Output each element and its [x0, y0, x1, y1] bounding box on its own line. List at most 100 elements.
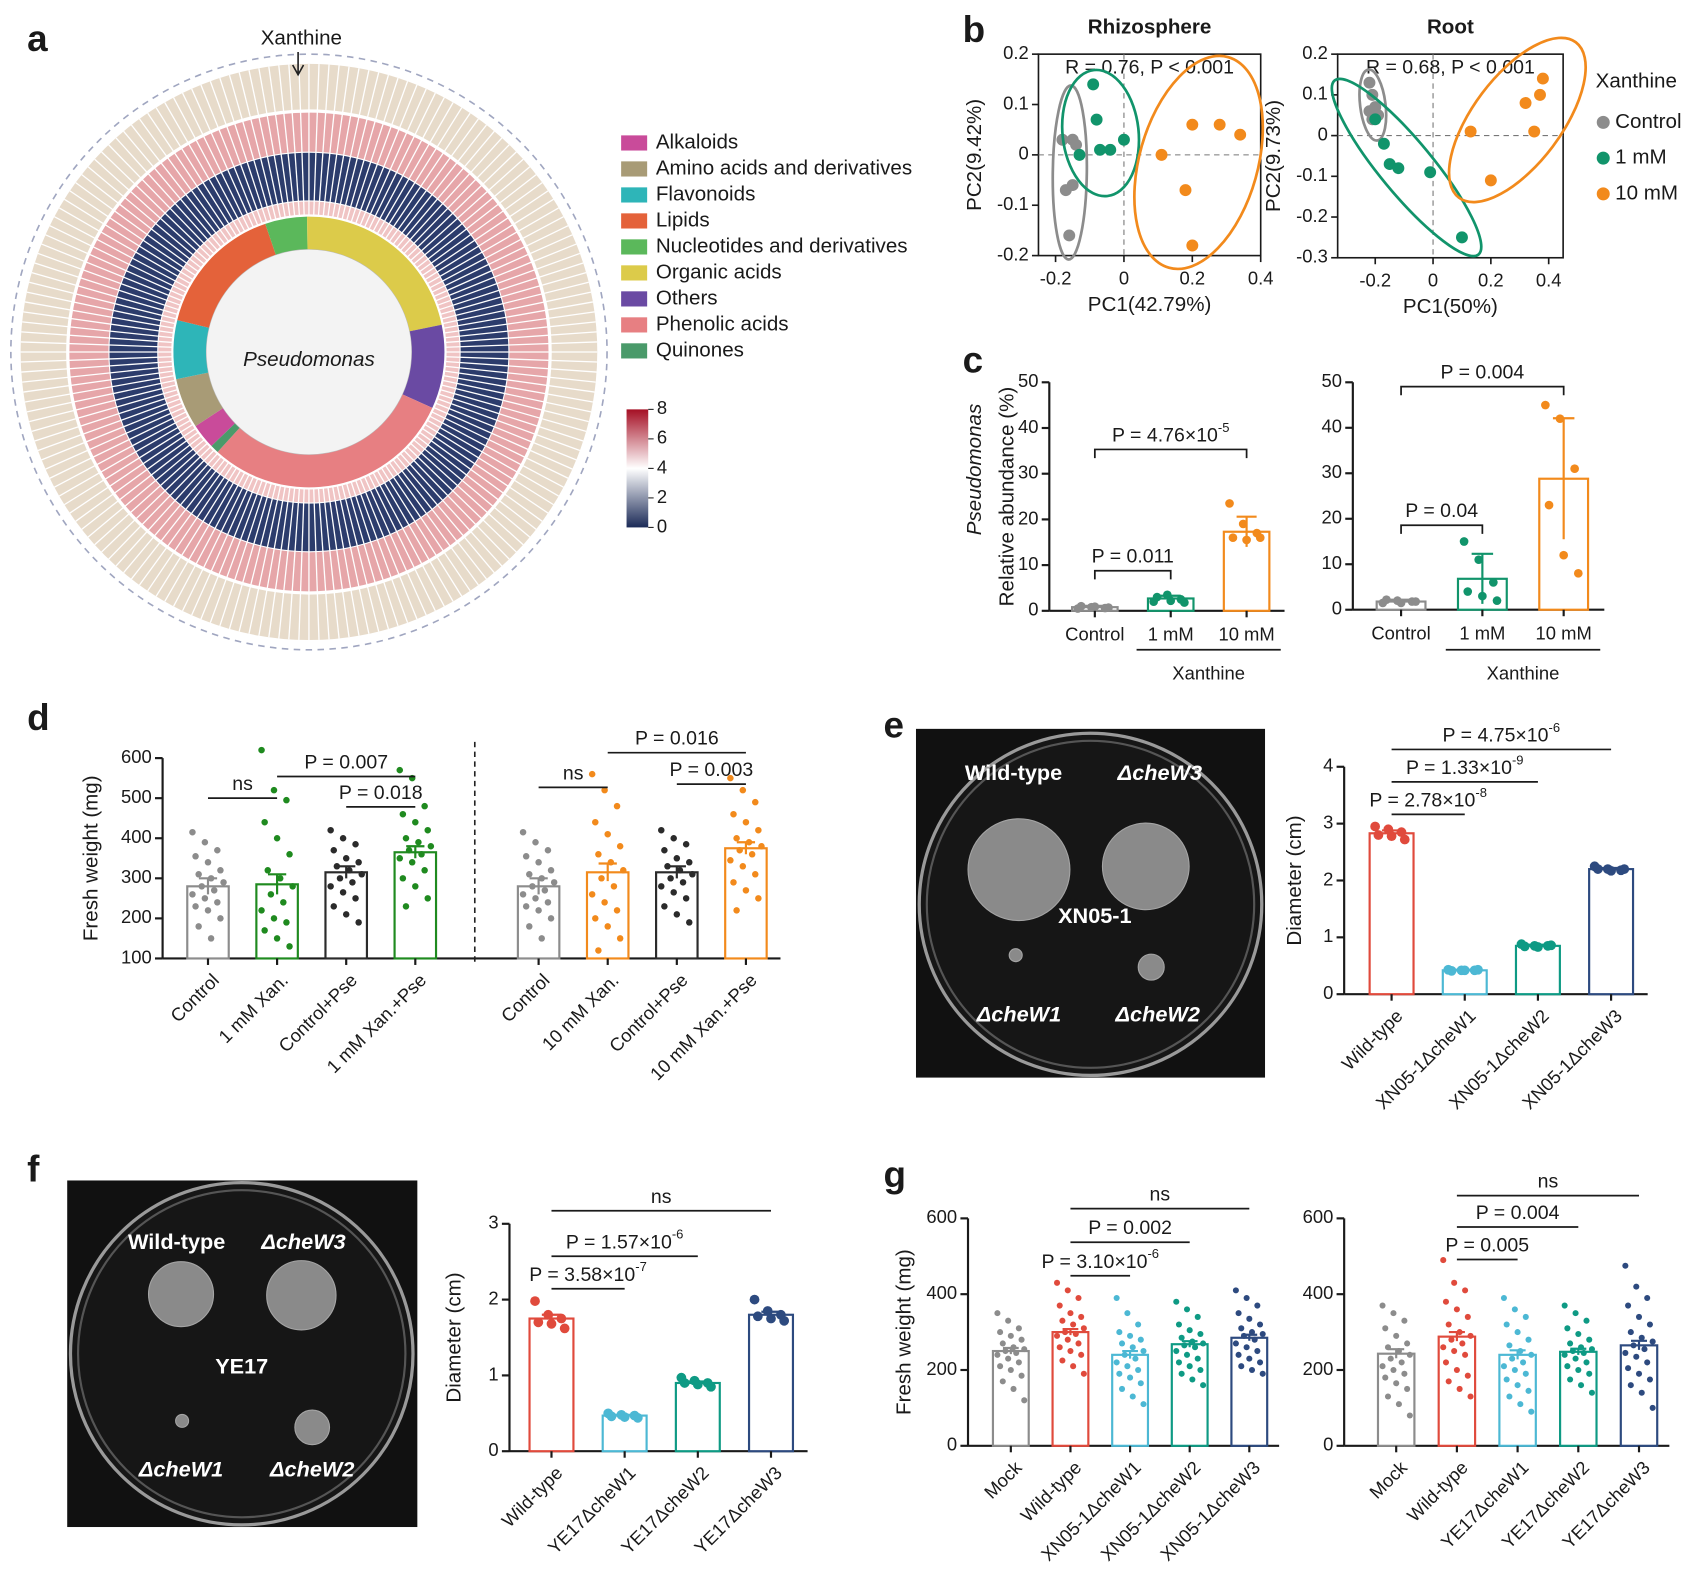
cell-divider: [359, 84, 418, 226]
center-label: Pseudomonas: [243, 348, 375, 371]
x-tick-label: Wild-type: [497, 1462, 566, 1531]
legend-label: Lipids: [656, 208, 710, 231]
cell-divider: [258, 68, 286, 218]
significance-label: P = 4.76×10-5: [1112, 420, 1230, 446]
data-point: [195, 923, 202, 930]
data-point: [355, 919, 362, 926]
error-bar: [1390, 598, 1412, 604]
data-point: [1238, 1325, 1245, 1332]
cell-divider: [433, 406, 573, 470]
panel-label: d: [27, 697, 50, 738]
cell-divider: [31, 388, 178, 433]
error-bar: [529, 877, 548, 895]
y-tick-label: 30: [1321, 461, 1341, 482]
data-point: [1462, 1351, 1469, 1358]
y-tick-label: 600: [926, 1206, 957, 1227]
cell-divider: [444, 370, 595, 393]
x-tick-label: Control: [497, 969, 554, 1026]
data-point: [1644, 1359, 1651, 1366]
data-point: [616, 935, 624, 942]
data-point: [1544, 500, 1554, 510]
data-point: [1005, 1317, 1012, 1324]
data-point: [742, 887, 750, 894]
bar: [1368, 832, 1415, 996]
y-tick-label: 3: [1323, 811, 1333, 832]
data-point: [1254, 1348, 1261, 1355]
data-point: [1021, 1346, 1028, 1353]
bar: [1514, 944, 1561, 996]
cell-divider: [336, 70, 370, 219]
panel-label: e: [883, 705, 903, 746]
cell-divider: [376, 469, 454, 602]
data-point: [1390, 1310, 1397, 1317]
data-point: [530, 1296, 540, 1306]
data-point: [1127, 1374, 1134, 1381]
legend-label: Quinones: [656, 338, 744, 361]
data-point: [748, 851, 756, 858]
data-point: [1641, 1346, 1648, 1353]
significance-bracket: [1400, 524, 1484, 534]
cell-divider: [248, 485, 282, 634]
significance-label: P = 1.57×10-6: [566, 1227, 684, 1253]
error-bar: [1160, 594, 1181, 602]
data-point: [519, 828, 527, 836]
significance-text: ns: [651, 1186, 672, 1208]
significance-text: P = 4.75×10: [1443, 725, 1549, 747]
data-point: [352, 895, 359, 902]
confidence-ellipse: [1447, 36, 1588, 204]
data-point: [1056, 1344, 1063, 1351]
cell-divider: [441, 281, 589, 320]
cell-divider: [268, 66, 291, 217]
y-tick-label: 20: [1321, 507, 1341, 528]
data-point: [604, 923, 611, 930]
data-point: [273, 834, 281, 842]
data-point: [258, 746, 265, 754]
significance-bracket: [1400, 385, 1565, 396]
error-bar: [1236, 515, 1257, 547]
data-point: [1243, 1294, 1250, 1302]
error-bar: [1528, 943, 1548, 948]
cell-divider: [41, 243, 183, 302]
y-tick-label: 1: [1323, 925, 1333, 946]
y-tick-label: 500: [121, 786, 152, 807]
data-point: [286, 851, 293, 858]
error-bar: [337, 865, 356, 879]
error-bar: [1241, 1333, 1258, 1341]
data-point: [1129, 1393, 1136, 1400]
cell-divider: [49, 411, 187, 479]
data-point: [1572, 1310, 1579, 1317]
cell-divider: [115, 452, 219, 567]
cell-divider: [115, 137, 219, 252]
data-point: [1511, 1366, 1518, 1374]
data-point: [546, 1318, 557, 1329]
y-tick-label: -0.2: [997, 243, 1029, 264]
data-point: [1514, 1382, 1521, 1389]
data-point: [192, 903, 199, 910]
cell-divider: [108, 144, 215, 255]
y-tick-label: 300: [121, 866, 152, 887]
data-point: [661, 847, 668, 854]
data-point: [346, 867, 353, 874]
data-point: [1399, 834, 1410, 845]
group-label: Xanthine: [1487, 663, 1560, 684]
cell-divider: [388, 461, 479, 586]
cell-divider: [191, 476, 254, 616]
data-point: [1078, 1313, 1085, 1320]
data-point: [610, 883, 618, 890]
data-point: [1018, 1372, 1025, 1379]
cell-divider: [403, 144, 510, 255]
data-point: [1442, 1359, 1450, 1366]
data-point: [1619, 864, 1630, 874]
data-point: [1197, 1330, 1204, 1338]
annotation: R = 0.76, P < 0.001: [1065, 56, 1234, 78]
data-point: [1446, 966, 1457, 976]
panel-label: a: [27, 18, 48, 59]
cell-divider: [278, 65, 296, 217]
legend-swatch: [621, 317, 648, 333]
data-point: [682, 841, 690, 848]
data-point: [1059, 1357, 1066, 1364]
error-bar: [614, 1413, 635, 1417]
data-point: [327, 883, 334, 890]
data-point: [550, 879, 558, 886]
